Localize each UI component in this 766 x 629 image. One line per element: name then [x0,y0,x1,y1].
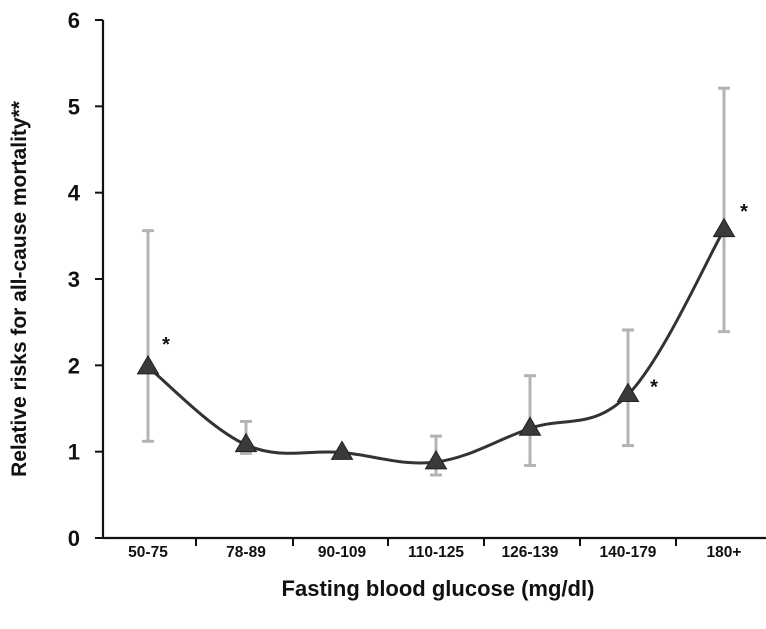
data-point-marker [136,354,160,375]
significance-asterisk: * [650,377,658,399]
y-tick-label: 1 [68,440,80,465]
y-ticks: 0 1 2 3 4 5 6 [68,8,103,551]
data-point-marker [518,416,542,436]
annotations: * * * [162,201,748,399]
x-ticks: 50-75 78-89 90-109 110-125 126-139 140-179 180… [128,538,741,561]
x-tick-label: 50-75 [128,544,168,561]
y-tick-label: 0 [68,526,80,551]
data-point-marker [616,382,640,403]
error-bars [142,86,730,477]
x-tick-label: 110-125 [408,544,464,561]
x-tick-label: 126-139 [502,544,559,561]
x-tick-label: 180+ [707,544,742,561]
x-axis-title: Fasting blood glucose (mg/dl) [282,576,595,601]
error-bar [142,229,154,443]
significance-asterisk: * [162,334,170,356]
data-point-marker [330,440,354,460]
y-axis-title: Relative risks for all-cause mortality** [8,100,31,477]
series-line [146,228,726,465]
markers [136,217,736,470]
significance-asterisk: * [740,201,748,223]
y-tick-label: 4 [68,181,81,206]
data-point-marker [424,449,448,470]
x-tick-label: 90-109 [318,544,367,561]
x-tick-label: 78-89 [226,544,266,561]
data-point-marker [234,432,258,453]
data-point-marker [712,217,736,238]
y-tick-label: 3 [68,267,80,292]
error-bar [718,86,730,334]
x-tick-label: 140-179 [600,544,657,561]
y-tick-label: 5 [68,94,80,119]
y-tick-label: 6 [68,8,80,33]
y-tick-label: 2 [68,353,80,378]
